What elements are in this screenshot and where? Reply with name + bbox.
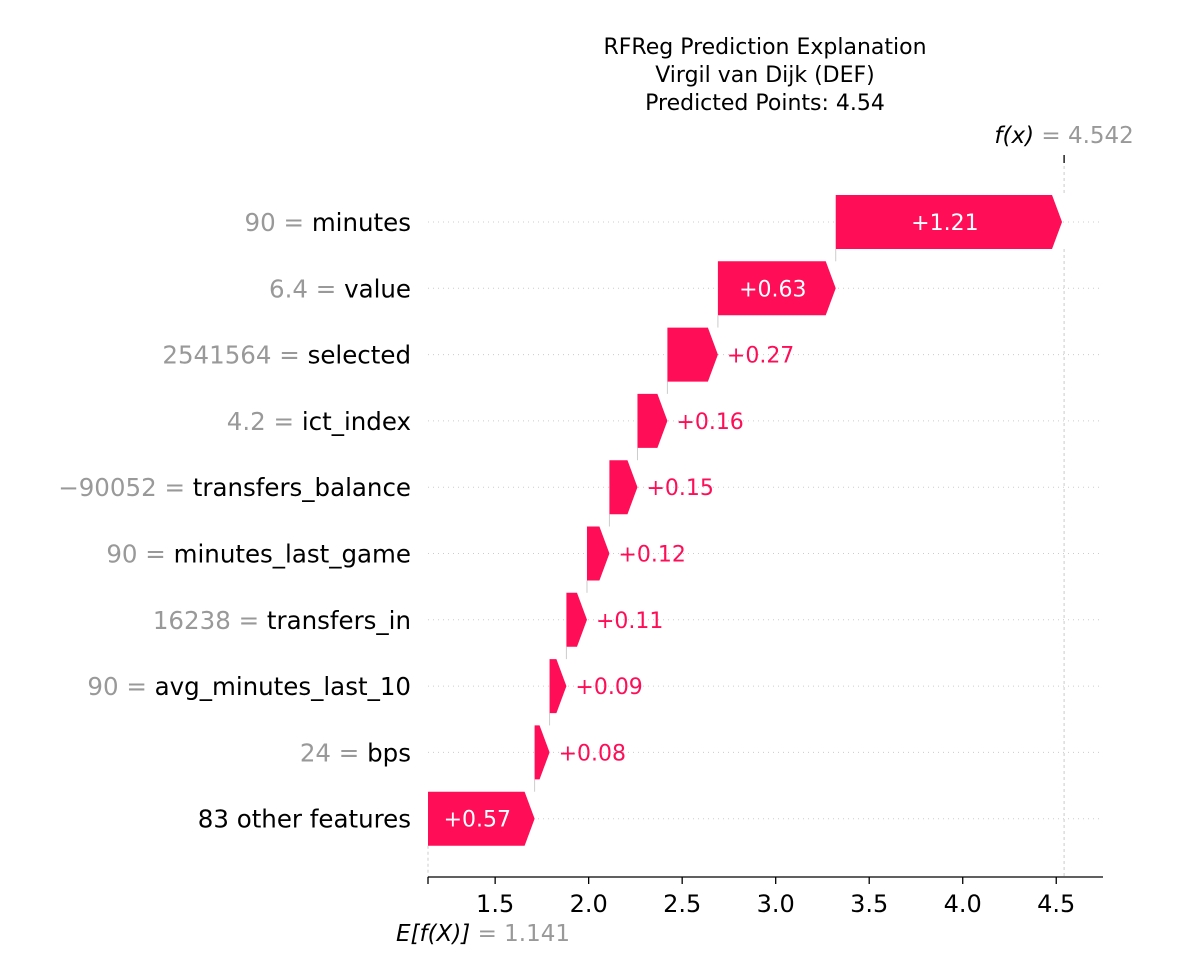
bar-selected: [667, 327, 718, 382]
base-value-prefix: E[f(X)]: [396, 921, 478, 947]
feature-name: 83 other features: [198, 805, 411, 834]
final-value-annotation: f(x) = 4.542: [994, 123, 1133, 149]
bar-value: [717, 261, 836, 316]
bar-ict_index: [637, 393, 668, 448]
bar-value-label: +0.12: [618, 543, 685, 568]
bar-bps: [534, 725, 550, 780]
feature-label: 90 = avg_minutes_last_10: [87, 672, 411, 701]
bar-value-label: +0.63: [739, 277, 806, 302]
bar-value-label: +0.09: [575, 675, 642, 700]
feature-name: minutes: [312, 208, 411, 237]
feature-label: 16238 = transfers_in: [153, 606, 411, 635]
feature-value: 24 =: [300, 738, 367, 767]
bar-avg_minutes_last_10: [549, 659, 567, 714]
feature-name: value: [344, 274, 411, 303]
feature-label: 4.2 = ict_index: [227, 407, 411, 436]
feature-label: 24 = bps: [300, 738, 411, 767]
connector-lines: [427, 160, 1065, 877]
feature-value: 4.2 =: [227, 407, 302, 436]
bar-value-label: +0.16: [676, 410, 743, 435]
bar-value-label: +0.08: [559, 741, 626, 766]
title-line-2: Virgil van Dijk (DEF): [655, 63, 875, 88]
feature-label: −90052 = transfers_balance: [58, 473, 411, 502]
title-line-3: Predicted Points: 4.54: [645, 91, 885, 116]
feature-value: 90 =: [87, 672, 154, 701]
feature-name: minutes_last_game: [174, 540, 411, 569]
bar-value-label: +0.57: [444, 808, 511, 833]
bar-value-label: +1.21: [911, 211, 978, 236]
bar-value-label: +0.15: [646, 476, 713, 501]
x-axis: 1.5 2.0 2.5 3.0 3.5 4.0 4.5: [427, 155, 1103, 918]
x-tick-label: 2.0: [570, 890, 608, 918]
base-value-number: = 1.141: [478, 921, 570, 947]
feature-value: 90 =: [245, 208, 312, 237]
feature-name: avg_minutes_last_10: [155, 672, 411, 701]
bar-transfers_balance: [609, 460, 638, 515]
x-tick-label: 2.5: [663, 890, 701, 918]
bar-value-label: +0.27: [727, 344, 794, 369]
feature-label: 83 other features: [198, 805, 411, 834]
chart-title: RFReg Prediction Explanation Virgil van D…: [603, 35, 926, 116]
bar-minutes: [835, 195, 1063, 249]
x-tick-label: 4.5: [1037, 890, 1075, 918]
feature-value: 90 =: [106, 540, 173, 569]
value-annotations: f(x) = 4.542 E[f(X)] = 1.141: [396, 123, 1134, 947]
bar-83-other-features: [428, 791, 535, 846]
feature-name: ict_index: [302, 407, 411, 436]
x-tick-label: 3.5: [850, 890, 888, 918]
feature-value: 2541564 =: [162, 341, 307, 370]
feature-label: 2541564 = selected: [162, 341, 411, 370]
feature-name: bps: [367, 738, 411, 767]
bars: +1.21 +0.63 +0.27 +0.16 +0.15 +0.12 +0.11 +0.09…: [428, 195, 1063, 846]
title-line-1: RFReg Prediction Explanation: [603, 35, 926, 60]
x-tick-label: 1.5: [476, 890, 514, 918]
feature-value: −90052 =: [58, 473, 193, 502]
feature-name: transfers_in: [267, 606, 411, 635]
x-tick-label: 3.0: [757, 890, 795, 918]
feature-label: 6.4 = value: [269, 274, 411, 303]
feature-label: 90 = minutes_last_game: [106, 540, 411, 569]
feature-name: selected: [308, 341, 411, 370]
x-tick-label: 4.0: [944, 890, 982, 918]
feature-value: 16238 =: [153, 606, 267, 635]
final-value-prefix: f(x): [994, 123, 1041, 149]
final-value-number: = 4.542: [1041, 123, 1133, 149]
bar-value-label: +0.11: [596, 609, 663, 634]
base-value-annotation: E[f(X)] = 1.141: [396, 921, 570, 947]
feature-labels: 90 = minutes 6.4 = value 2541564 = selecte…: [58, 208, 411, 834]
bar-minutes_last_game: [586, 526, 610, 581]
feature-name: transfers_balance: [193, 473, 411, 502]
feature-label: 90 = minutes: [245, 208, 411, 237]
bar-transfers_in: [566, 592, 587, 647]
feature-value: 6.4 =: [269, 274, 344, 303]
